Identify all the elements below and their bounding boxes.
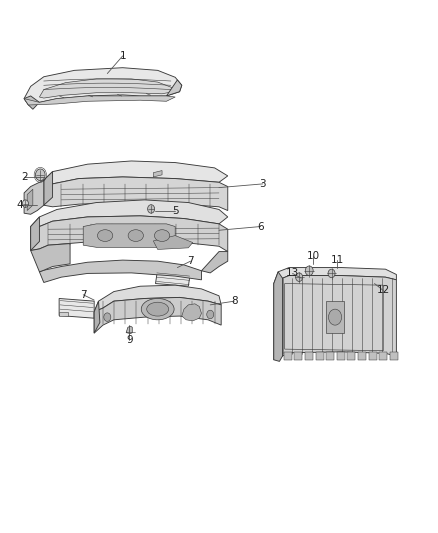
Polygon shape [153, 171, 162, 177]
Polygon shape [166, 80, 182, 96]
Text: 7: 7 [187, 256, 194, 266]
Polygon shape [44, 172, 53, 205]
Circle shape [305, 266, 313, 276]
Polygon shape [94, 285, 221, 312]
Text: 3: 3 [259, 179, 266, 189]
Circle shape [148, 205, 155, 213]
Polygon shape [24, 96, 39, 109]
Circle shape [207, 310, 214, 319]
Polygon shape [126, 326, 132, 334]
Polygon shape [201, 252, 228, 273]
Polygon shape [326, 301, 344, 333]
Text: 6: 6 [257, 222, 264, 231]
Polygon shape [24, 68, 182, 105]
Text: 7: 7 [80, 290, 87, 300]
Polygon shape [390, 352, 398, 360]
Polygon shape [27, 189, 33, 211]
Ellipse shape [97, 230, 113, 241]
Polygon shape [182, 304, 201, 321]
Circle shape [328, 269, 335, 278]
Text: 12: 12 [377, 286, 390, 295]
Polygon shape [347, 352, 355, 360]
Polygon shape [326, 352, 334, 360]
Polygon shape [305, 352, 313, 360]
Polygon shape [379, 352, 387, 360]
Polygon shape [274, 276, 396, 360]
Polygon shape [94, 297, 221, 333]
Polygon shape [337, 352, 345, 360]
Polygon shape [316, 352, 324, 360]
Text: 10: 10 [307, 251, 320, 261]
Polygon shape [274, 268, 396, 284]
Polygon shape [31, 216, 228, 252]
Circle shape [22, 200, 28, 207]
Text: 5: 5 [172, 206, 179, 215]
Polygon shape [24, 180, 44, 214]
Ellipse shape [128, 230, 143, 241]
Polygon shape [94, 301, 100, 333]
Polygon shape [369, 352, 377, 360]
Text: 1: 1 [119, 51, 126, 61]
Polygon shape [59, 298, 94, 318]
Polygon shape [155, 269, 191, 286]
Polygon shape [284, 352, 292, 360]
Polygon shape [44, 177, 228, 211]
Ellipse shape [147, 302, 169, 316]
Polygon shape [39, 260, 201, 282]
Polygon shape [83, 224, 175, 247]
Polygon shape [44, 161, 228, 184]
Circle shape [296, 273, 303, 281]
Polygon shape [31, 244, 70, 272]
Text: 11: 11 [331, 255, 344, 264]
Ellipse shape [141, 298, 174, 320]
Ellipse shape [154, 230, 170, 241]
Text: 2: 2 [21, 172, 28, 182]
Circle shape [328, 309, 342, 325]
Polygon shape [31, 200, 228, 227]
Polygon shape [59, 312, 68, 316]
Text: 13: 13 [286, 269, 299, 278]
Polygon shape [358, 352, 366, 360]
Polygon shape [31, 217, 39, 251]
Polygon shape [153, 236, 193, 249]
Polygon shape [39, 79, 173, 98]
Circle shape [35, 169, 45, 181]
Text: 9: 9 [126, 335, 133, 345]
Polygon shape [274, 272, 283, 361]
Circle shape [104, 313, 111, 321]
Text: 4: 4 [16, 200, 23, 210]
Polygon shape [24, 96, 175, 105]
Text: 8: 8 [231, 296, 238, 306]
Polygon shape [294, 352, 302, 360]
